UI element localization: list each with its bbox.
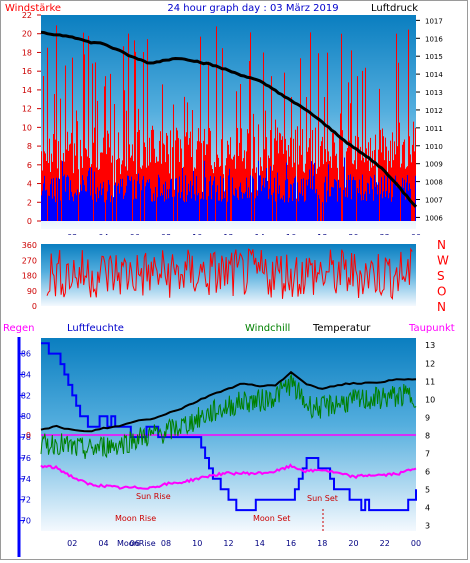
pressure-y-tick: 1008 xyxy=(425,179,443,187)
wind-y-tick: 4 xyxy=(27,180,32,189)
temperature-y-tick: 9 xyxy=(425,413,430,422)
windchill-series xyxy=(40,373,417,460)
moon-rise-annotation: Moon Rise xyxy=(115,514,156,523)
pressure-y-tick: 1007 xyxy=(425,197,443,205)
temp-x-tick: 10 xyxy=(192,539,202,548)
temperature-y-tick: 12 xyxy=(425,359,435,368)
wind-y-tick: 6 xyxy=(27,161,32,170)
compass-label: O xyxy=(437,285,446,299)
temp-x-tick: 18 xyxy=(317,539,327,548)
humidity-y-tick: 70 xyxy=(21,517,31,526)
sun-set-annotation: Sun Set xyxy=(307,494,338,503)
humidity-y-tick: 80 xyxy=(21,412,31,421)
sun-rise-annotation: Sun Rise xyxy=(136,492,171,501)
temperature-series xyxy=(40,370,417,433)
wind-direction-y-tick: 360 xyxy=(22,241,37,250)
temperature-y-ticks: 3 4 5 6 7 8 9 10 11 12 13 xyxy=(425,341,435,530)
temp-x-tick: 08 xyxy=(161,539,171,548)
temp-x-tick: 16 xyxy=(286,539,296,548)
temp-x-tick: 04 xyxy=(98,539,108,548)
temperature-y-tick: 13 xyxy=(425,341,435,350)
wind-direction-y-tick: 0 xyxy=(32,302,37,311)
temp-x-tick: 22 xyxy=(380,539,390,548)
dewpoint-series xyxy=(40,463,417,490)
humidity-y-tick: 82 xyxy=(21,391,31,400)
pressure-y-tick: 1011 xyxy=(425,125,443,133)
humidity-series xyxy=(41,342,417,512)
windstaerke-label: Windstärke xyxy=(5,3,61,14)
pressure-y-tick: 1017 xyxy=(425,17,443,25)
pressure-y-tick: 1016 xyxy=(425,35,443,43)
temperature-y-tick: 7 xyxy=(425,449,430,458)
wind-y-tick: 2 xyxy=(27,198,32,207)
pressure-y-tick: 1009 xyxy=(425,161,443,169)
humidity-y-tick: 84 xyxy=(21,371,31,380)
temperature-y-tick: 8 xyxy=(425,431,430,440)
humidity-y-tick: 76 xyxy=(21,454,31,463)
humidity-y-ticks: 70 72 74 76 78 80 82 84 86 xyxy=(19,350,31,526)
wind-y-tick: 20 xyxy=(22,30,32,39)
wind-y-tick: 12 xyxy=(22,105,32,114)
temperatur-label: Temperatur xyxy=(312,323,371,334)
compass-label: W xyxy=(437,254,449,268)
pressure-y-tick: 1012 xyxy=(425,107,443,115)
temp-x-tick: 06 xyxy=(130,539,140,548)
wind-y-tick: 8 xyxy=(27,142,32,151)
temperature-y-tick: 3 xyxy=(425,522,430,531)
chart-title: 24 hour graph day : 03 März 2019 xyxy=(167,3,338,14)
temp-x-tick: 14 xyxy=(255,539,265,548)
wind-y-tick: 0 xyxy=(27,217,32,226)
wind-direction-y-tick: 270 xyxy=(22,256,37,265)
temperature-y-tick: 6 xyxy=(425,467,430,476)
pressure-y-tick: 1015 xyxy=(425,53,443,61)
wind-y-tick: 10 xyxy=(22,123,32,132)
temp-x-tick: 00 xyxy=(411,539,421,548)
temp-x-tick: 20 xyxy=(348,539,358,548)
wind-direction-series xyxy=(46,247,413,300)
wind-direction-y-ticks: 0 90 180 270 360 xyxy=(22,241,37,311)
pressure-y-ticks: 1006 1007 1008 1009 1010 1011 1012 1013 1014 1015… xyxy=(416,17,443,222)
rain-zero-tick: 0 xyxy=(26,431,31,440)
pressure-y-tick: 1006 xyxy=(425,214,443,222)
compass-label: S xyxy=(437,269,445,283)
humidity-y-tick: 72 xyxy=(21,496,31,505)
wind-direction-y-tick: 90 xyxy=(27,287,37,296)
pressure-y-tick: 1014 xyxy=(425,71,443,79)
windchill-label: Windchill xyxy=(245,323,290,334)
wind-y-tick: 18 xyxy=(22,48,32,57)
humidity-y-tick: 78 xyxy=(21,433,31,442)
compass-label: N xyxy=(437,300,446,314)
wind-y-tick: 22 xyxy=(22,11,32,20)
taupunkt-label: Taupunkt xyxy=(408,323,455,334)
temp-x-tick: 02 xyxy=(67,539,77,548)
wind-mean-series xyxy=(41,157,416,221)
pressure-y-tick: 1013 xyxy=(425,89,443,97)
humidity-y-tick: 74 xyxy=(21,475,31,484)
wind-y-tick: 14 xyxy=(22,86,32,95)
temp-x-ticks: 02 04 06 08 10 12 14 16 18 20 22 00 xyxy=(67,539,421,548)
regen-label: Regen xyxy=(3,323,35,334)
temperature-y-tick: 10 xyxy=(425,395,435,404)
temperature-y-tick: 11 xyxy=(425,377,435,386)
temperature-y-tick: 4 xyxy=(425,504,430,513)
temperature-y-tick: 5 xyxy=(425,486,430,495)
compass-label: N xyxy=(437,238,446,252)
humidity-y-tick: 86 xyxy=(21,350,31,359)
pressure-y-tick: 1010 xyxy=(425,143,443,151)
pressure-series xyxy=(40,30,418,208)
wind-y-ticks: 0 2 4 6 8 10 12 14 16 18 20 22 xyxy=(22,11,41,226)
moon-set-annotation: Moon Set xyxy=(253,514,290,523)
luftfeuchte-label: Luftfeuchte xyxy=(67,323,124,334)
temp-x-tick: 12 xyxy=(223,539,233,548)
wind-y-tick: 16 xyxy=(22,67,32,76)
wind-direction-y-tick: 180 xyxy=(22,272,37,281)
luftdruck-label: Luftdruck xyxy=(371,3,418,14)
moon-rise-axis-annotation: MoonRise xyxy=(117,539,156,548)
